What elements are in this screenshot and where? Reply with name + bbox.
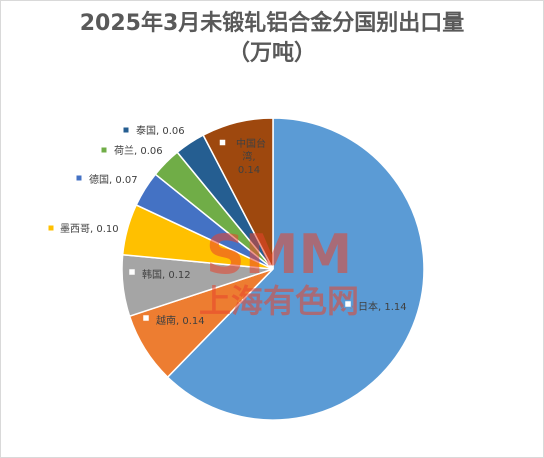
- data-label: 荷兰, 0.06: [114, 144, 163, 157]
- watermark-logo: SMM: [206, 223, 352, 286]
- chart-title: 2025年3月未锻轧铝合金分国别出口量 （万吨）: [1, 9, 543, 69]
- watermark-text: 上海有色网: [199, 282, 359, 320]
- pie-slice: [202, 117, 274, 270]
- pie-slice: [166, 117, 425, 421]
- label-marker: [123, 127, 129, 133]
- pie-slices: [121, 117, 425, 421]
- data-label: 越南, 0.14: [156, 314, 205, 327]
- data-label: 泰国, 0.06: [136, 124, 185, 137]
- label-marker: [76, 175, 82, 181]
- label-marker: [127, 267, 137, 277]
- data-label: 日本, 1.14: [358, 300, 407, 313]
- label-marker: [48, 225, 54, 231]
- label-marker: [343, 299, 353, 309]
- data-label: 德国, 0.07: [89, 173, 138, 186]
- data-label: 墨西哥, 0.10: [60, 223, 119, 235]
- label-marker: [101, 147, 107, 153]
- data-label: 中国台湾, 0.14: [236, 137, 266, 176]
- data-label-line: 0.14: [238, 165, 260, 176]
- data-label: 韩国, 0.12: [142, 268, 191, 281]
- data-label-line: 湾,: [242, 150, 255, 163]
- chart-title-line2: （万吨）: [227, 41, 316, 66]
- label-marker: [218, 138, 227, 147]
- chart-title-line1: 2025年3月未锻轧铝合金分国别出口量: [79, 11, 465, 36]
- label-marker: [141, 313, 151, 323]
- data-labels: 日本, 1.14 越南, 0.14 韩国, 0.12 墨西哥, 0.10 德国, 0.0…: [48, 124, 407, 327]
- data-label-line: 中国台: [236, 137, 266, 150]
